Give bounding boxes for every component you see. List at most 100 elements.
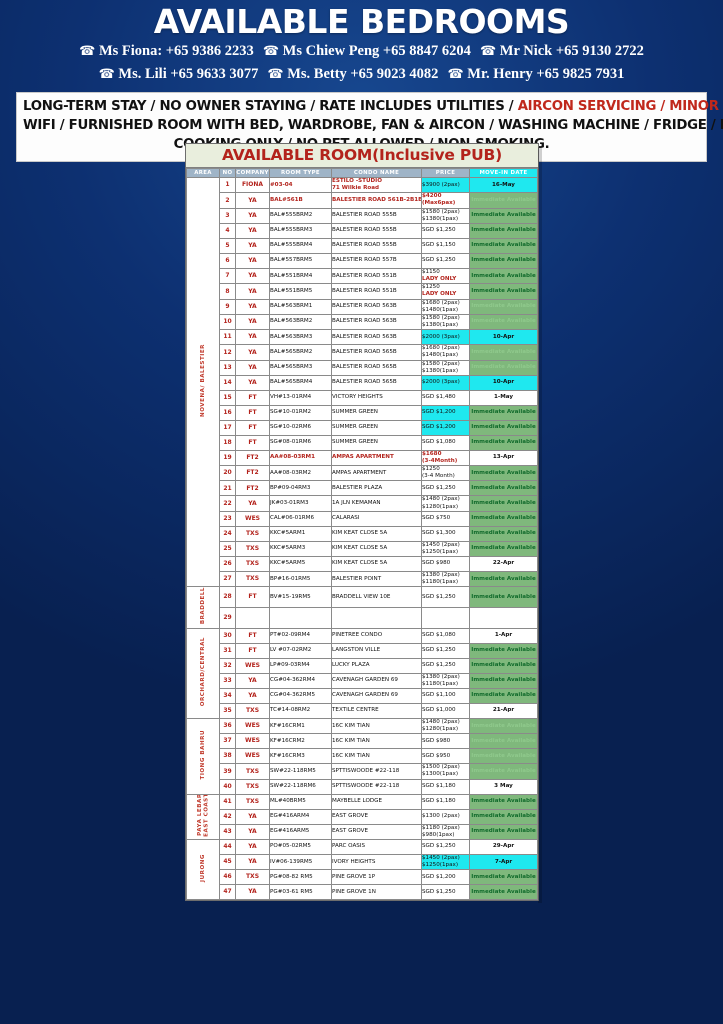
table-row[interactable]: NOVENA/ BALESTIER 1 FIONA #03-04 ESTILO -STU…	[186, 176, 538, 588]
price-cell[interactable]: $4200 (Max6pax)	[421, 192, 470, 209]
room-type-cell[interactable]: PO#05-02RM5	[269, 838, 332, 855]
condo-name-cell[interactable]: BALESTIER ROAD 555B	[331, 237, 422, 254]
company-cell[interactable]: YA	[235, 359, 270, 376]
move-in-date-cell[interactable]: 1-May	[469, 389, 538, 406]
company-cell[interactable]: TXS	[235, 869, 270, 886]
company-cell[interactable]: YA	[235, 283, 270, 300]
row-number-cell[interactable]: 20	[219, 465, 236, 482]
column-header-room-type[interactable]: ROOM TYPE	[269, 168, 332, 178]
table-row[interactable]: 13 YA BAL#565BRM3 BALESTIER ROAD 565B $1580 …	[187, 359, 538, 376]
move-in-date-cell[interactable]: 13-Apr	[469, 449, 538, 467]
table-row[interactable]: 21 FT2 BP#09-04RM3 BALESTIER PLAZA SGD $1,25…	[187, 480, 538, 497]
move-in-date-cell[interactable]: 7-Apr	[469, 853, 538, 871]
condo-name-cell[interactable]: PARC OASIS	[331, 838, 422, 855]
row-number-cell[interactable]: 10	[219, 313, 236, 331]
price-cell[interactable]: SGD $1,200	[421, 404, 470, 421]
row-number-cell[interactable]: 24	[219, 525, 236, 542]
row-number-cell[interactable]: 32	[219, 657, 236, 674]
price-cell[interactable]: $1480 (2pax) $1280(1pax)	[421, 717, 470, 735]
room-type-cell[interactable]: BAL#555BRM3	[269, 222, 332, 239]
company-cell[interactable]: YA	[235, 222, 270, 239]
table-row[interactable]: ORCHARD/CENTRAL 30 FT PT#02-09RM4 PINETREE C…	[186, 627, 538, 719]
move-in-date-cell[interactable]: Immediate Available	[469, 404, 538, 421]
row-number-cell[interactable]: 2	[219, 192, 236, 209]
price-cell[interactable]: SGD $1,200	[421, 869, 470, 886]
price-cell[interactable]: $2000 (3pax)	[421, 329, 470, 346]
company-cell[interactable]: TXS	[235, 763, 270, 780]
table-row[interactable]: 26 TXS KKC#5ARM5 KIM KEAT CLOSE 5A SGD $980 2…	[187, 556, 538, 573]
company-cell[interactable]: FT	[235, 389, 270, 406]
condo-name-cell[interactable]: BALESTIER ROAD 563B	[331, 298, 422, 315]
price-cell[interactable]: $1250 (3-4 Month)	[421, 465, 470, 482]
move-in-date-cell[interactable]: Immediate Available	[469, 510, 538, 527]
condo-name-cell[interactable]: LANGSTON VILLE	[331, 642, 422, 659]
column-header-company[interactable]: COMPANY	[235, 168, 270, 178]
room-type-cell[interactable]: BAL#555BRM4	[269, 237, 332, 254]
table-row[interactable]: TIONG BAHRU 36 WES KF#16CRM1 16C KIM TIAN $14…	[186, 717, 538, 795]
row-number-cell[interactable]: 41	[219, 793, 236, 810]
room-type-cell[interactable]: BAL#561B	[269, 192, 332, 209]
room-type-cell[interactable]: #03-04	[269, 176, 332, 194]
row-number-cell[interactable]: 5	[219, 237, 236, 254]
price-cell[interactable]: $3900 (2pax)	[421, 176, 470, 194]
price-cell[interactable]: $1300 (2pax)	[421, 808, 470, 825]
move-in-date-cell[interactable]: Immediate Available	[469, 748, 538, 765]
room-type-cell[interactable]: SG#10-02RM6	[269, 419, 332, 436]
condo-name-cell[interactable]: EAST GROVE	[331, 808, 422, 825]
price-cell[interactable]: $1580 (2pax) $1380(1pax)	[421, 207, 470, 224]
column-header-price[interactable]: PRICE	[421, 168, 470, 178]
condo-name-cell[interactable]: BALESTIER ROAD 563B	[331, 329, 422, 346]
table-row[interactable]: 39 TXS SW#22-118RM5 SPTTISWOODE #22-118 $150…	[187, 763, 538, 780]
condo-name-cell[interactable]: BALESTIER ROAD 555B	[331, 207, 422, 224]
table-row[interactable]: 40 TXS SW#22-118RM6 SPTTISWOODE #22-118 SGD …	[187, 778, 538, 795]
condo-name-cell[interactable]: TEXTILE CENTRE	[331, 702, 422, 719]
condo-name-cell[interactable]: SUMMER GREEN	[331, 404, 422, 421]
room-type-cell[interactable]: KF#16CRM3	[269, 748, 332, 765]
row-number-cell[interactable]: 31	[219, 642, 236, 659]
company-cell[interactable]: FT	[235, 434, 270, 451]
price-cell[interactable]: SGD $1,180	[421, 778, 470, 795]
column-header-no[interactable]: NO	[219, 168, 236, 178]
company-cell[interactable]: TXS	[235, 778, 270, 795]
company-cell[interactable]: YA	[235, 838, 270, 855]
row-number-cell[interactable]: 43	[219, 823, 236, 840]
condo-name-cell[interactable]: CALARASI	[331, 510, 422, 527]
condo-name-cell[interactable]: PINE GROVE 1P	[331, 869, 422, 886]
table-row[interactable]: 42 YA EG#416ARM4 EAST GROVE $1300 (2pax) Imme…	[187, 808, 538, 825]
row-number-cell[interactable]: 8	[219, 283, 236, 300]
row-number-cell[interactable]: 35	[219, 702, 236, 719]
condo-name-cell[interactable]: KIM KEAT CLOSE 5A	[331, 556, 422, 573]
company-cell[interactable]: YA	[235, 344, 270, 361]
move-in-date-cell[interactable]: Immediate Available	[469, 540, 538, 558]
price-cell[interactable]: SGD $1,000	[421, 702, 470, 719]
row-number-cell[interactable]: 23	[219, 510, 236, 527]
table-row[interactable]: 14 YA BAL#565BRM4 BALESTIER ROAD 565B $2000 …	[187, 374, 538, 391]
move-in-date-cell[interactable]: Immediate Available	[469, 642, 538, 659]
move-in-date-cell[interactable]: Immediate Available	[469, 480, 538, 497]
price-cell[interactable]: $1380 (2pax) $1180(1pax)	[421, 571, 470, 588]
column-header-condo-name[interactable]: CONDO NAME	[331, 168, 422, 178]
row-number-cell[interactable]: 11	[219, 329, 236, 346]
row-number-cell[interactable]: 29	[219, 607, 236, 629]
company-cell[interactable]: YA	[235, 884, 270, 901]
room-type-cell[interactable]: CG#04-362RM5	[269, 687, 332, 704]
move-in-date-cell[interactable]: Immediate Available	[469, 434, 538, 451]
table-row[interactable]: BRADDELL 28 FT BV#15-19RM5 BRADDELL VIEW 10E…	[186, 586, 538, 629]
table-row[interactable]: 47 YA PG#03-61 RM5 PINE GROVE 1N SGD $1,250 I…	[187, 884, 538, 901]
row-number-cell[interactable]: 34	[219, 687, 236, 704]
move-in-date-cell[interactable]: Immediate Available	[469, 207, 538, 224]
row-number-cell[interactable]: 39	[219, 763, 236, 780]
move-in-date-cell[interactable]: Immediate Available	[469, 419, 538, 436]
table-row[interactable]: 34 YA CG#04-362RM5 CAVENAGH GARDEN 69 SGD $1…	[187, 687, 538, 704]
table-row[interactable]: 23 WES CAL#06-01RM6 CALARASI SGD $750 Immedia…	[187, 510, 538, 527]
row-number-cell[interactable]: 36	[219, 717, 236, 735]
company-cell[interactable]: YA	[235, 207, 270, 224]
condo-name-cell[interactable]: CAVENAGH GARDEN 69	[331, 687, 422, 704]
price-cell[interactable]: SGD $1,300	[421, 525, 470, 542]
condo-name-cell[interactable]: BALESTIER ROAD 557B	[331, 252, 422, 269]
condo-name-cell[interactable]: BALESTIER ROAD 561B-2B1B	[331, 192, 422, 209]
row-number-cell[interactable]: 40	[219, 778, 236, 795]
company-cell[interactable]: YA	[235, 192, 270, 209]
move-in-date-cell[interactable]: Immediate Available	[469, 672, 538, 689]
room-type-cell[interactable]: KF#16CRM2	[269, 733, 332, 750]
